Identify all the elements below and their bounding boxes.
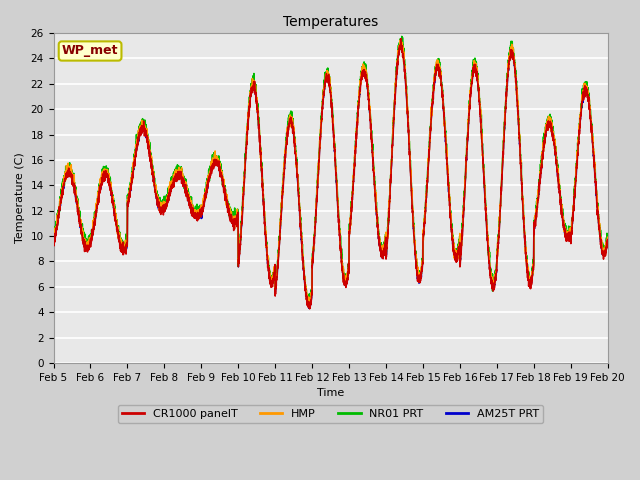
Legend: CR1000 panelT, HMP, NR01 PRT, AM25T PRT: CR1000 panelT, HMP, NR01 PRT, AM25T PRT [118, 405, 543, 423]
Text: WP_met: WP_met [62, 45, 118, 58]
Title: Temperatures: Temperatures [283, 15, 378, 29]
X-axis label: Time: Time [317, 388, 344, 398]
Y-axis label: Temperature (C): Temperature (C) [15, 153, 25, 243]
